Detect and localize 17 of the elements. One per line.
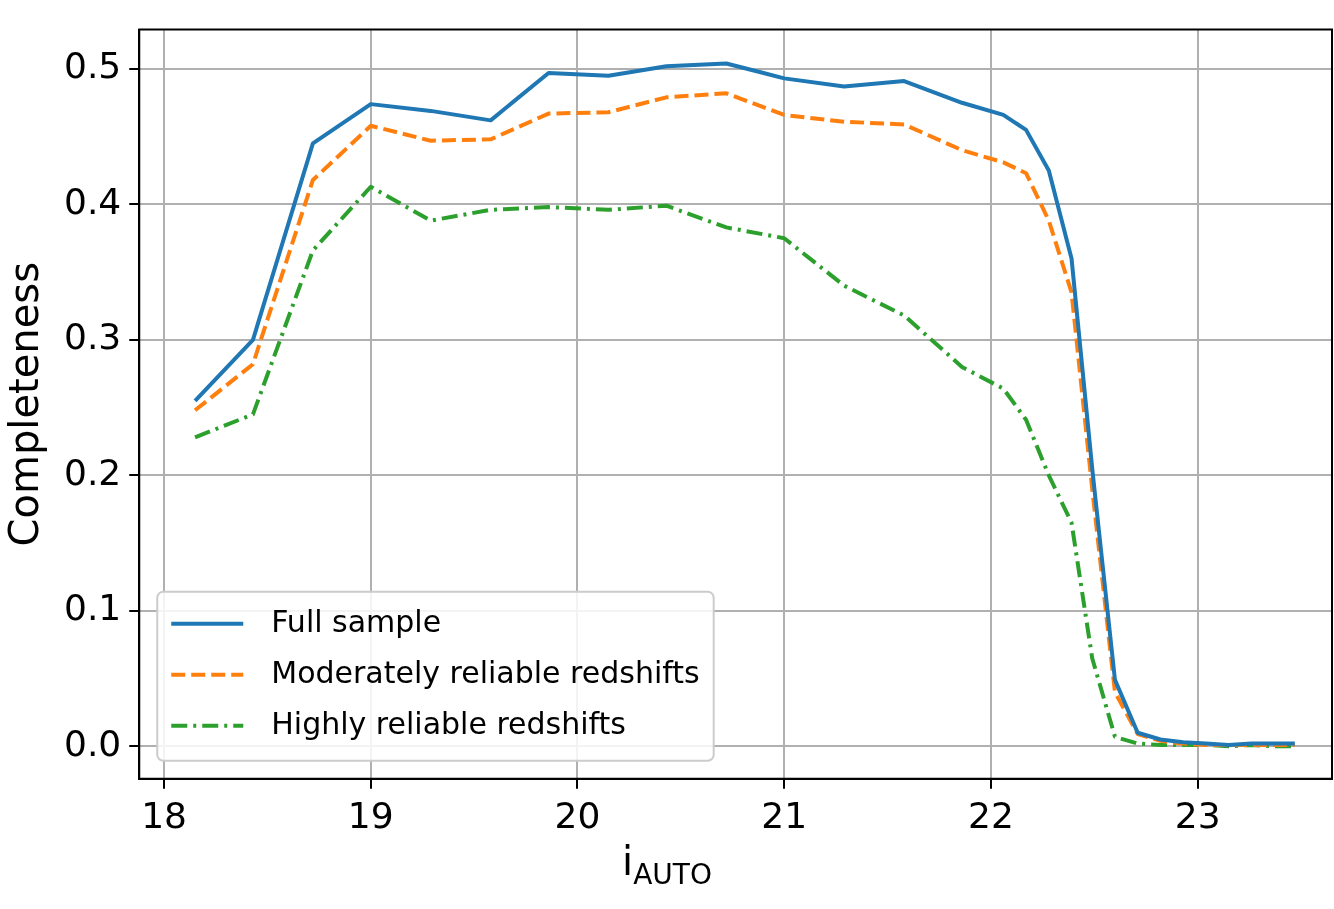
legend-label: Highly reliable redshifts [271, 705, 626, 741]
y-tick-label: 0.5 [63, 45, 122, 87]
x-axis-title: i$_{AUTO}$ [621, 838, 713, 891]
legend-label: Moderately reliable redshifts [271, 654, 700, 690]
x-tick-label: 19 [347, 794, 394, 836]
x-tick-label: 21 [761, 794, 808, 836]
x-tick-label: 22 [968, 794, 1014, 836]
y-tick-label: 0.1 [63, 587, 122, 629]
y-tick-label: 0.3 [63, 316, 122, 358]
legend-label: Full sample [271, 603, 442, 639]
x-tick-label: 18 [141, 794, 187, 836]
y-axis-title: Completeness [1, 261, 48, 547]
y-tick-label: 0.4 [63, 180, 122, 222]
x-tick-label: 23 [1174, 794, 1221, 836]
x-tick-label: 20 [554, 794, 601, 836]
y-tick-label: 0.2 [63, 451, 122, 493]
y-tick-label: 0.0 [63, 722, 122, 764]
